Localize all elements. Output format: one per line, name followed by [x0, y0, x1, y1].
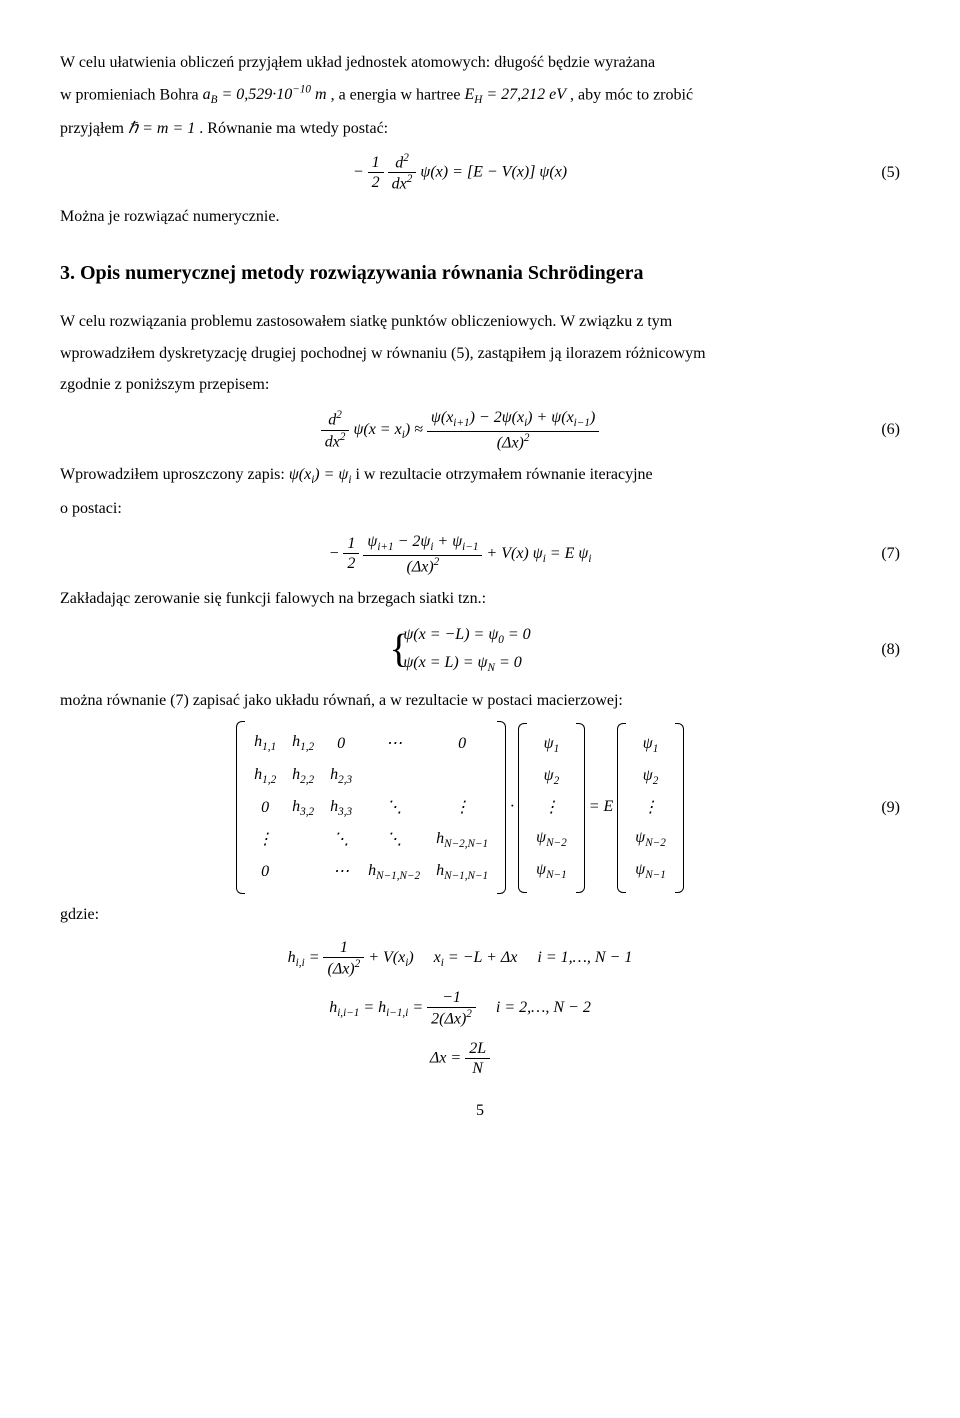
text-run: , a energia w hartree — [331, 86, 465, 103]
page-number: 5 — [60, 1098, 900, 1124]
gdzie-label: gdzie: — [60, 902, 900, 928]
equation-8-row: ψ(x = −L) = ψ0 = 0 ψ(x = L) = ψN = 0 (8) — [60, 622, 900, 678]
paragraph-1-line2: w promieniach Bohra aB = 0,529·10−10 m ,… — [60, 82, 900, 110]
equation-8: ψ(x = −L) = ψ0 = 0 ψ(x = L) = ψN = 0 — [60, 622, 860, 678]
inline-eq-hbar: ℏ = m = 1 — [128, 120, 195, 137]
eq8-line2: ψ(x = L) = ψN = 0 — [403, 650, 530, 678]
equation-9-label: (9) — [860, 795, 900, 821]
equation-9: h1,1h1,20⋯0h1,2h2,2h2,30h3,2h3,3⋱⋮⋮⋱⋱hN−… — [60, 723, 860, 892]
inline-eq-eh: EH = 27,212 eV — [464, 86, 566, 103]
equation-dx-row: Δx = 2LN — [60, 1039, 900, 1078]
paragraph-3-line2: wprowadziłem dyskretyzację drugiej pocho… — [60, 341, 900, 367]
text-run: przyjąłem — [60, 120, 128, 137]
equation-6-row: d2dx2 ψ(x = xi) ≈ ψ(xi+1) − 2ψ(xi) + ψ(x… — [60, 408, 900, 452]
paragraph-3-line3: zgodnie z poniższym przepisem: — [60, 372, 900, 398]
equation-9-row: h1,1h1,20⋯0h1,2h2,2h2,30h3,2h3,3⋱⋮⋮⋱⋱hN−… — [60, 723, 900, 892]
text-run: Wprowadziłem uproszczony zapis: — [60, 466, 289, 483]
paragraph-5: Zakładając zerowanie się funkcji falowyc… — [60, 586, 900, 612]
paragraph-2: Można je rozwiązać numerycznie. — [60, 204, 900, 230]
equation-6-label: (6) — [860, 417, 900, 443]
equation-8-label: (8) — [860, 637, 900, 663]
paragraph-3-line1: W celu rozwiązania problemu zastosowałem… — [60, 309, 900, 335]
equals-e: = E — [589, 798, 618, 815]
text-run: w promieniach Bohra — [60, 86, 203, 103]
paragraph-1-line1: W celu ułatwienia obliczeń przyjąłem ukł… — [60, 50, 900, 76]
paragraph-6: można równanie (7) zapisać jako układu r… — [60, 688, 900, 714]
eq8-line1: ψ(x = −L) = ψ0 = 0 — [403, 622, 530, 650]
equation-5-label: (5) — [860, 160, 900, 186]
equation-5: − 12 d2dx2 ψ(x) = [E − V(x)] ψ(x) — [60, 152, 860, 194]
equation-hij-row: hi,i−1 = hi−1,i = −12(Δx)2 i = 2,…, N − … — [60, 988, 900, 1029]
text-run: i w rezultacie otrzymałem równanie itera… — [355, 466, 652, 483]
inline-eq-psi: ψ(xi) = ψi — [289, 466, 352, 483]
equation-5-row: − 12 d2dx2 ψ(x) = [E − V(x)] ψ(x) (5) — [60, 152, 900, 194]
section-3-heading: 3. Opis numerycznej metody rozwiązywania… — [60, 257, 900, 289]
paragraph-4-line1: Wprowadziłem uproszczony zapis: ψ(xi) = … — [60, 462, 900, 490]
vector-psi-right: ψ1ψ2⋮ψN−2ψN−1 — [617, 725, 684, 891]
text-run: . Równanie ma wtedy postać: — [199, 120, 388, 137]
equation-hij: hi,i−1 = hi−1,i = −12(Δx)2 i = 2,…, N − … — [60, 988, 860, 1029]
inline-eq-ab: aB = 0,529·10−10 m — [203, 86, 327, 103]
dot-op: · — [510, 798, 518, 815]
text-run: , aby móc to zrobić — [570, 86, 693, 103]
equation-7-label: (7) — [860, 541, 900, 567]
equation-7-row: − 12 ψi+1 − 2ψi + ψi−1(Δx)2 + V(x) ψi = … — [60, 532, 900, 576]
equation-hii: hi,i = 1(Δx)2 + V(xi) xi = −L + Δx i = 1… — [60, 938, 860, 979]
matrix-h: h1,1h1,20⋯0h1,2h2,2h2,30h3,2h3,3⋱⋮⋮⋱⋱hN−… — [236, 723, 506, 892]
equation-dx: Δx = 2LN — [60, 1039, 860, 1078]
equation-6: d2dx2 ψ(x = xi) ≈ ψ(xi+1) − 2ψ(xi) + ψ(x… — [60, 408, 860, 452]
equation-7: − 12 ψi+1 − 2ψi + ψi−1(Δx)2 + V(x) ψi = … — [60, 532, 860, 576]
paragraph-1-line3: przyjąłem ℏ = m = 1 . Równanie ma wtedy … — [60, 116, 900, 142]
paragraph-4-line2: o postaci: — [60, 496, 900, 522]
equation-hii-row: hi,i = 1(Δx)2 + V(xi) xi = −L + Δx i = 1… — [60, 938, 900, 979]
vector-psi-left: ψ1ψ2⋮ψN−2ψN−1 — [518, 725, 585, 891]
